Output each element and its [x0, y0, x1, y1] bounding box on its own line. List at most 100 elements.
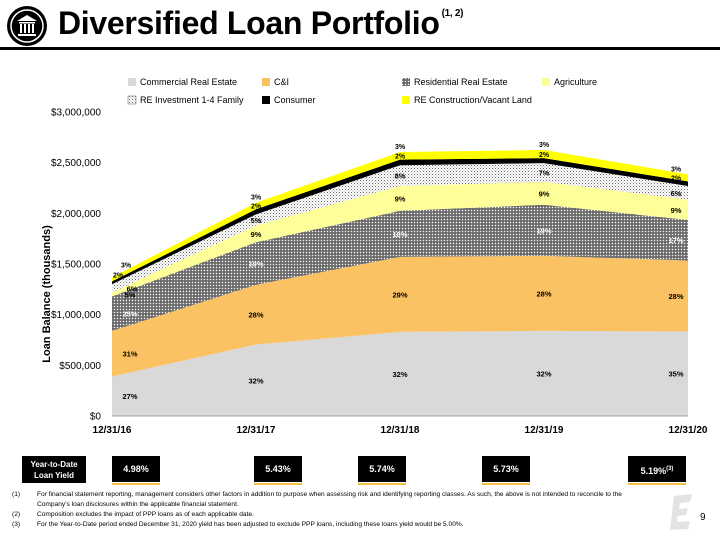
loan-portfolio-chart: Commercial Real Estate C&I Residential Rea…	[41, 77, 708, 436]
area-series-3	[112, 204, 688, 331]
data-label: 2%	[671, 175, 682, 182]
data-label: 32%	[248, 376, 263, 385]
data-label: 3%	[395, 144, 406, 151]
yield-footnote-ref: (3)	[666, 466, 674, 472]
data-label: 2%	[395, 154, 406, 161]
yield-value-box: 5.19%(3)	[628, 456, 686, 485]
legend-label: C&I	[274, 77, 289, 87]
yield-row-label: Year-to-Date Loan Yield	[22, 456, 86, 483]
page-title: Diversified Loan Portfolio (1, 2)	[58, 5, 463, 42]
data-label: 17%	[668, 236, 683, 245]
data-label: 6%	[671, 189, 682, 198]
chart-legend: Commercial Real Estate C&I Residential Rea…	[127, 77, 597, 105]
legend-swatch	[127, 95, 137, 105]
yield-underline	[358, 483, 406, 485]
data-label: 32%	[536, 369, 551, 378]
footnote-1-text: For financial statement reporting, manag…	[37, 491, 622, 508]
data-label: 32%	[392, 370, 407, 379]
yield-value: 5.19%	[640, 466, 667, 476]
x-axis: 12/31/16 12/31/17 12/31/18 12/31/19 12/31/20	[93, 425, 708, 436]
x-tick-label: 12/31/16	[93, 425, 132, 436]
footnote-3-num: (3)	[12, 521, 21, 528]
y-tick-label: $2,000,000	[51, 209, 101, 220]
data-label: 2%	[251, 203, 262, 210]
legend-label: RE Investment 1-4 Family	[140, 95, 244, 105]
footnote-1-num: (1)	[12, 491, 21, 498]
yield-value-box: 5.43%	[254, 456, 302, 485]
data-label: 5%	[125, 290, 136, 299]
data-label: 9%	[251, 230, 262, 239]
data-label: 27%	[122, 392, 137, 401]
data-label: 5%	[251, 216, 262, 225]
area-series-1	[112, 330, 688, 416]
chart-areas	[112, 150, 688, 417]
yield-value: 4.98%	[123, 464, 149, 474]
x-tick-label: 12/31/20	[669, 425, 708, 436]
yield-value: 5.74%	[369, 464, 395, 474]
legend-label: RE Construction/Vacant Land	[414, 95, 532, 105]
legend-swatch	[262, 96, 270, 104]
data-label: 18%	[392, 230, 407, 239]
footnote-2-text: Composition excludes the impact of PPP l…	[37, 511, 254, 518]
data-label: 3%	[671, 166, 682, 173]
data-label: 6%	[127, 284, 138, 293]
legend-label: Residential Real Estate	[414, 77, 508, 87]
legend-swatch	[262, 78, 270, 86]
x-tick-label: 12/31/18	[381, 425, 420, 436]
data-label: 3%	[251, 195, 262, 202]
area-series-4	[112, 181, 688, 297]
title-divider	[0, 47, 720, 50]
yield-underline	[482, 483, 530, 485]
bank-building-icon	[7, 6, 47, 46]
title-footnote-ref: (1, 2)	[441, 8, 464, 19]
data-label: 29%	[392, 290, 407, 299]
footnotes: (1) For financial statement reporting, ma…	[12, 490, 652, 530]
x-tick-label: 12/31/17	[237, 425, 276, 436]
data-label: 19%	[248, 259, 263, 268]
y-tick-label: $0	[90, 412, 102, 423]
data-label: 28%	[536, 289, 551, 298]
data-label: 35%	[668, 370, 683, 379]
y-tick-label: $1,000,000	[51, 310, 101, 321]
data-label: 28%	[668, 292, 683, 301]
data-label: 9%	[395, 194, 406, 203]
data-label: 25%	[122, 310, 137, 319]
yield-value: 5.43%	[265, 464, 291, 474]
yield-value-box: 4.98%	[112, 456, 160, 485]
footnote-2-num: (2)	[12, 511, 21, 518]
company-logo-icon	[666, 492, 696, 537]
page-title-text: Diversified Loan Portfolio	[58, 5, 440, 41]
data-label: 7%	[539, 169, 550, 178]
data-label: 2%	[113, 272, 124, 279]
yield-underline	[628, 483, 686, 485]
data-label: 3%	[539, 142, 550, 149]
yield-value-box: 5.74%	[358, 456, 406, 485]
y-tick-label: $3,000,000	[51, 108, 101, 119]
legend-label: Commercial Real Estate	[140, 77, 237, 87]
y-tick-label: $1,500,000	[51, 260, 101, 271]
area-series-2	[112, 255, 688, 377]
y-tick-label: $2,500,000	[51, 158, 101, 169]
legend-swatch	[128, 78, 136, 86]
footnote-3-text: For the Year-to-Date period ended Decemb…	[37, 521, 464, 528]
legend-swatch	[402, 96, 410, 104]
legend-swatch	[542, 78, 550, 86]
legend-label: Agriculture	[554, 77, 597, 87]
legend-label: Consumer	[274, 95, 316, 105]
data-label: 2%	[539, 152, 550, 159]
data-labels: 27% 32% 32% 32% 35% 31% 28% 29% 28% 28% 25% 19% 18% 1…	[113, 142, 684, 401]
data-label: 8%	[395, 172, 406, 181]
data-label: 28%	[248, 311, 263, 320]
data-label: 19%	[536, 226, 551, 235]
yield-value: 5.73%	[493, 464, 519, 474]
y-axis-title: Loan Balance (thousands)	[41, 225, 53, 363]
page-number: 9	[700, 512, 706, 523]
yield-value-box: 5.73%	[482, 456, 530, 485]
data-label: 9%	[671, 206, 682, 215]
data-label: 31%	[122, 350, 137, 359]
y-axis: $0 $500,000 $1,000,000 $1,500,000 $2,000,000…	[51, 108, 101, 423]
x-tick-label: 12/31/19	[525, 425, 564, 436]
header: Diversified Loan Portfolio (1, 2)	[0, 0, 720, 50]
data-label: 3%	[121, 262, 132, 269]
yield-underline	[254, 483, 302, 485]
